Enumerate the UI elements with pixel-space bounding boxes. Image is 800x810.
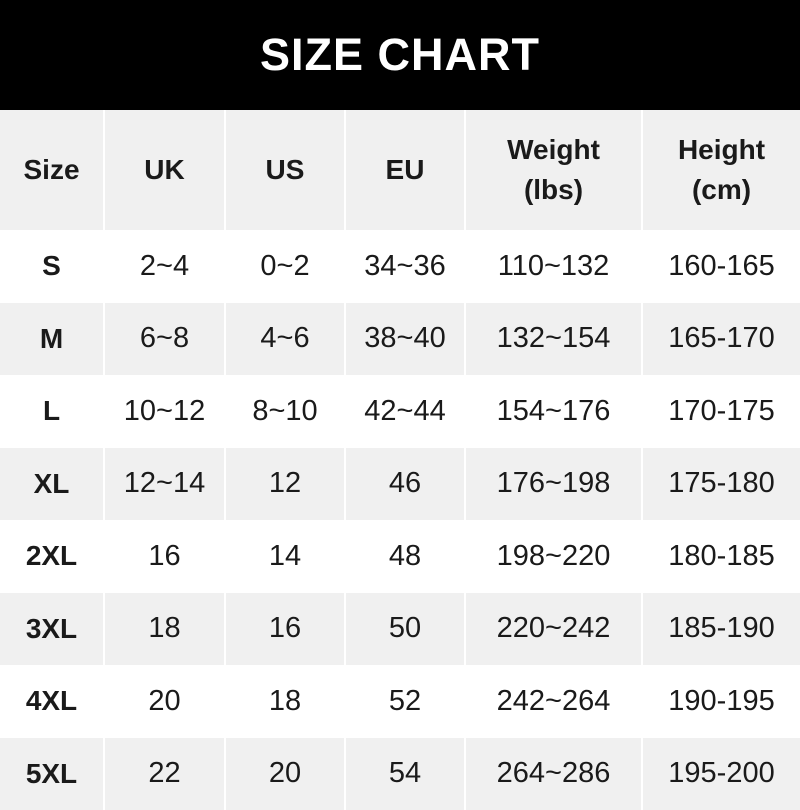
cell-eu: 52 [345, 665, 465, 738]
cell-weight: 176~198 [465, 448, 642, 521]
cell-weight: 198~220 [465, 520, 642, 593]
cell-eu: 46 [345, 448, 465, 521]
column-header-uk: UK [104, 110, 225, 230]
cell-us: 0~2 [225, 230, 345, 303]
cell-weight: 242~264 [465, 665, 642, 738]
column-header-weight: Weight (lbs) [465, 110, 642, 230]
cell-uk: 2~4 [104, 230, 225, 303]
cell-uk: 18 [104, 593, 225, 666]
title-banner: SIZE CHART [0, 0, 800, 110]
cell-height: 190-195 [642, 665, 800, 738]
cell-uk: 20 [104, 665, 225, 738]
cell-eu: 54 [345, 738, 465, 810]
cell-eu: 48 [345, 520, 465, 593]
cell-eu: 42~44 [345, 375, 465, 448]
cell-weight: 220~242 [465, 593, 642, 666]
cell-weight: 154~176 [465, 375, 642, 448]
cell-weight: 132~154 [465, 303, 642, 376]
column-header-us: US [225, 110, 345, 230]
cell-size: 2XL [0, 520, 104, 593]
cell-size: M [0, 303, 104, 376]
cell-uk: 12~14 [104, 448, 225, 521]
cell-eu: 50 [345, 593, 465, 666]
cell-height: 185-190 [642, 593, 800, 666]
cell-size: 5XL [0, 738, 104, 810]
cell-size: L [0, 375, 104, 448]
column-header-height: Height (cm) [642, 110, 800, 230]
cell-size: S [0, 230, 104, 303]
column-header-size: Size [0, 110, 104, 230]
cell-height: 160-165 [642, 230, 800, 303]
cell-us: 14 [225, 520, 345, 593]
page-title: SIZE CHART [260, 29, 540, 81]
cell-size: 4XL [0, 665, 104, 738]
cell-height: 170-175 [642, 375, 800, 448]
cell-eu: 34~36 [345, 230, 465, 303]
cell-size: 3XL [0, 593, 104, 666]
cell-uk: 10~12 [104, 375, 225, 448]
cell-height: 195-200 [642, 738, 800, 810]
cell-height: 165-170 [642, 303, 800, 376]
cell-height: 175-180 [642, 448, 800, 521]
cell-eu: 38~40 [345, 303, 465, 376]
cell-weight: 110~132 [465, 230, 642, 303]
cell-uk: 22 [104, 738, 225, 810]
cell-us: 20 [225, 738, 345, 810]
column-header-eu: EU [345, 110, 465, 230]
cell-us: 12 [225, 448, 345, 521]
cell-size: XL [0, 448, 104, 521]
cell-uk: 16 [104, 520, 225, 593]
cell-us: 4~6 [225, 303, 345, 376]
cell-height: 180-185 [642, 520, 800, 593]
cell-weight: 264~286 [465, 738, 642, 810]
cell-uk: 6~8 [104, 303, 225, 376]
cell-us: 18 [225, 665, 345, 738]
cell-us: 8~10 [225, 375, 345, 448]
cell-us: 16 [225, 593, 345, 666]
